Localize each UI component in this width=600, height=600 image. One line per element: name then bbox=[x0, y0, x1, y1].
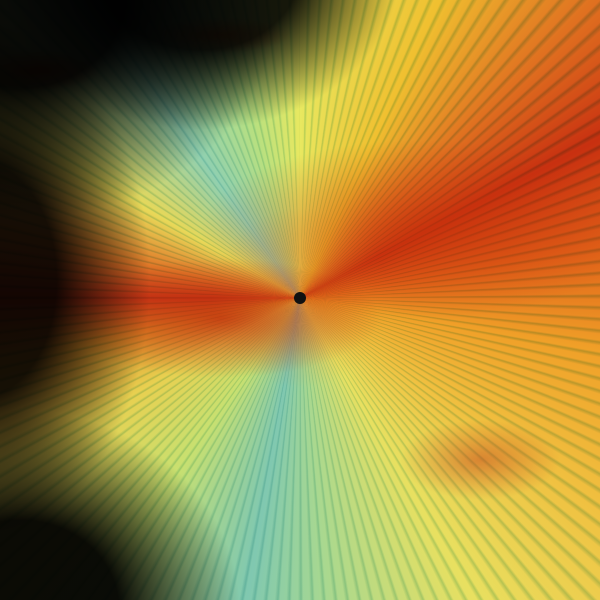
radar-center bbox=[294, 292, 306, 304]
